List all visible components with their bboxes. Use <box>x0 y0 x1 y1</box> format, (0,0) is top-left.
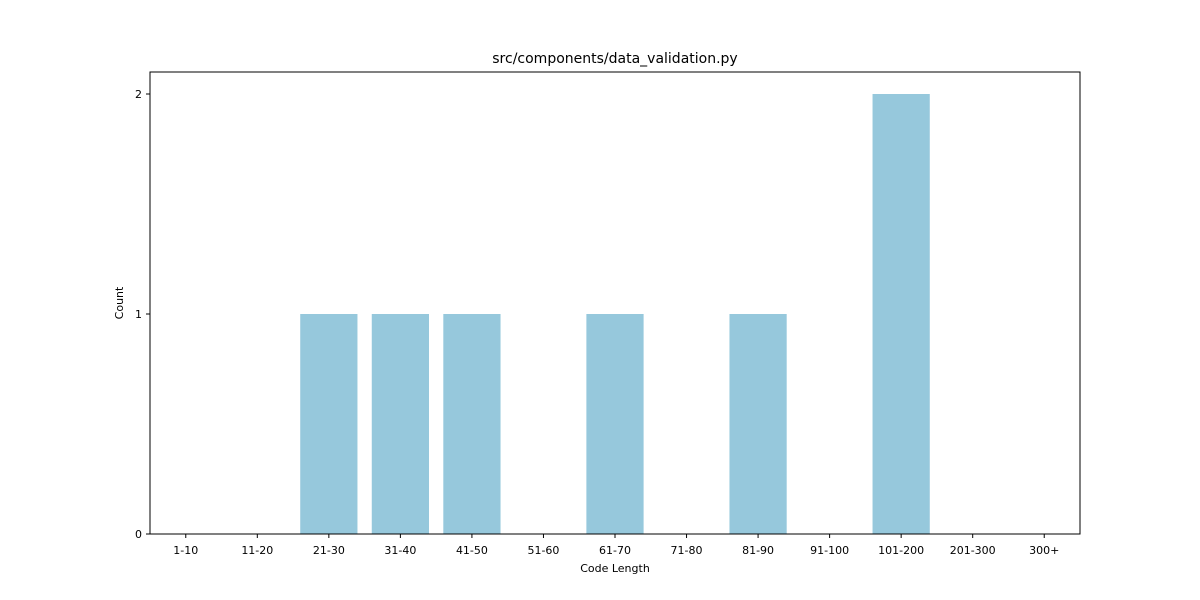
y-tick-label: 2 <box>135 88 142 101</box>
bar-101-200 <box>872 94 930 534</box>
x-tick-label: 61-70 <box>599 544 631 557</box>
x-tick-label: 101-200 <box>878 544 924 557</box>
y-tick-label: 1 <box>135 308 142 321</box>
x-tick-label: 91-100 <box>810 544 849 557</box>
x-tick-label: 11-20 <box>241 544 273 557</box>
x-tick-label: 51-60 <box>527 544 559 557</box>
x-axis-label: Code Length <box>580 562 650 575</box>
bar-81-90 <box>729 314 787 534</box>
x-tick-label: 71-80 <box>671 544 703 557</box>
x-tick-label: 201-300 <box>950 544 996 557</box>
bar-61-70 <box>586 314 644 534</box>
x-tick-label: 81-90 <box>742 544 774 557</box>
y-axis-label: Count <box>113 286 126 319</box>
bar-31-40 <box>371 314 429 534</box>
x-axis-ticks: 1-10 11-20 21-30 31-40 41-50 51-60 61-70 71-80 8… <box>173 534 1059 557</box>
bar-41-50 <box>443 314 501 534</box>
x-tick-label: 21-30 <box>313 544 345 557</box>
y-axis-ticks: 0 1 2 <box>135 88 150 541</box>
x-tick-label: 1-10 <box>173 544 198 557</box>
plot-frame <box>149 71 1081 535</box>
bar-21-30 <box>300 314 358 534</box>
chart-title: src/components/data_validation.py <box>492 51 737 67</box>
bars-group <box>300 94 930 534</box>
x-tick-label: 31-40 <box>384 544 416 557</box>
x-tick-label: 300+ <box>1029 544 1059 557</box>
x-tick-label: 41-50 <box>456 544 488 557</box>
y-tick-label: 0 <box>135 528 142 541</box>
